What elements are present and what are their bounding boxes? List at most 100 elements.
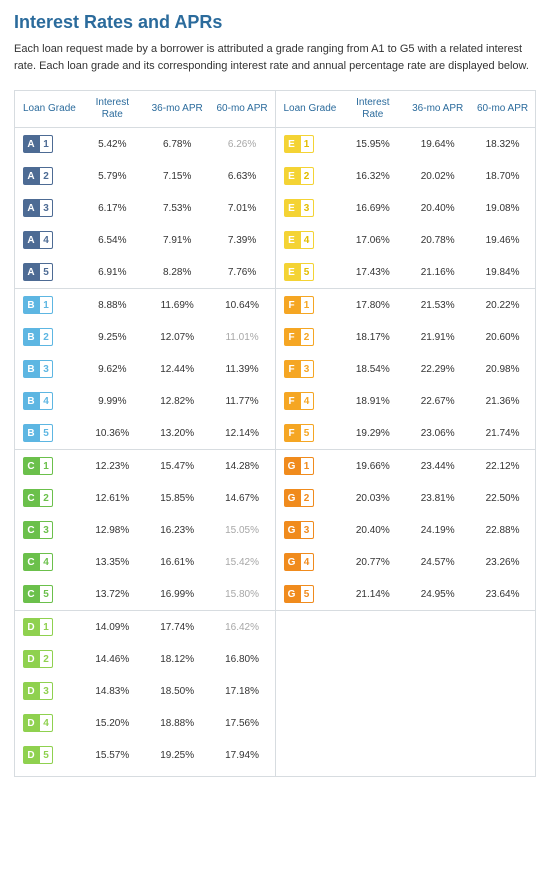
grade-badge: E4: [284, 231, 314, 249]
grade-letter: F: [284, 392, 300, 410]
apr60-cell: 20.60%: [470, 321, 535, 353]
apr36-cell: 18.88%: [145, 707, 210, 739]
grade-cell: A5: [15, 256, 80, 289]
apr36-cell: 16.61%: [145, 546, 210, 578]
grade-badge: G5: [284, 585, 314, 603]
grade-badge: C1: [23, 457, 53, 475]
grade-letter: E: [284, 199, 300, 217]
grade-group-empty: [276, 611, 536, 776]
grade-badge: G2: [284, 489, 314, 507]
grade-number: 2: [300, 489, 314, 507]
grade-cell: F3: [276, 353, 341, 385]
table-row: D214.46%18.12%16.80%: [15, 643, 275, 675]
left-column: Loan Grade Interest Rate 36-mo APR 60-mo…: [15, 91, 276, 776]
empty-cell: [470, 644, 535, 677]
grade-number: 5: [300, 263, 314, 281]
rate-cell: 14.46%: [80, 643, 145, 675]
rate-cell: 10.36%: [80, 417, 145, 450]
grade-group-B: B18.88%11.69%10.64%B29.25%12.07%11.01%B3…: [15, 289, 275, 450]
empty-cell: [405, 710, 470, 743]
grade-cell: G3: [276, 514, 341, 546]
grade-cell: E3: [276, 192, 341, 224]
apr60-cell: 15.42%: [210, 546, 275, 578]
table-row: C112.23%15.47%14.28%: [15, 450, 275, 483]
header-apr60: 60-mo APR: [470, 91, 535, 128]
rate-cell: 5.79%: [80, 160, 145, 192]
table-row: A56.91%8.28%7.76%: [15, 256, 275, 289]
grade-letter: C: [23, 457, 39, 475]
grade-letter: E: [284, 263, 300, 281]
grade-badge: A5: [23, 263, 53, 281]
grade-number: 2: [39, 167, 53, 185]
apr36-cell: 17.74%: [145, 611, 210, 644]
header-apr60: 60-mo APR: [210, 91, 275, 128]
rates-tables: Loan Grade Interest Rate 36-mo APR 60-mo…: [14, 90, 536, 777]
table-row: B49.99%12.82%11.77%: [15, 385, 275, 417]
apr60-cell: 12.14%: [210, 417, 275, 450]
apr60-cell: 19.46%: [470, 224, 535, 256]
grade-group-D: D114.09%17.74%16.42%D214.46%18.12%16.80%…: [15, 611, 275, 772]
grade-number: 4: [39, 553, 53, 571]
right-column: Loan Grade Interest Rate 36-mo APR 60-mo…: [276, 91, 536, 776]
table-row: C413.35%16.61%15.42%: [15, 546, 275, 578]
grade-number: 5: [300, 424, 314, 442]
grade-badge: F4: [284, 392, 314, 410]
header-apr36: 36-mo APR: [145, 91, 210, 128]
grade-number: 5: [39, 263, 53, 281]
rate-cell: 17.06%: [340, 224, 405, 256]
grade-cell: E1: [276, 128, 341, 161]
rate-cell: 20.77%: [340, 546, 405, 578]
apr60-cell: 20.22%: [470, 289, 535, 322]
grade-letter: G: [284, 489, 300, 507]
grade-group-F: F117.80%21.53%20.22%F218.17%21.91%20.60%…: [276, 289, 536, 450]
apr60-cell: 20.98%: [470, 353, 535, 385]
grade-badge: E1: [284, 135, 314, 153]
grade-letter: A: [23, 199, 39, 217]
grade-cell: C1: [15, 450, 80, 483]
grade-badge: B2: [23, 328, 53, 346]
grade-badge: G3: [284, 521, 314, 539]
grade-number: 1: [39, 296, 53, 314]
apr60-cell: 22.50%: [470, 482, 535, 514]
apr60-cell: 18.32%: [470, 128, 535, 161]
apr60-cell: 22.88%: [470, 514, 535, 546]
apr36-cell: 21.16%: [405, 256, 470, 289]
grade-number: 2: [39, 328, 53, 346]
grade-letter: C: [23, 489, 39, 507]
grade-cell: C2: [15, 482, 80, 514]
grade-group-E: E115.95%19.64%18.32%E216.32%20.02%18.70%…: [276, 128, 536, 289]
empty-cell: [340, 677, 405, 710]
apr36-cell: 12.07%: [145, 321, 210, 353]
grade-cell: A3: [15, 192, 80, 224]
grade-number: 3: [300, 199, 314, 217]
grade-number: 2: [39, 650, 53, 668]
table-row: G420.77%24.57%23.26%: [276, 546, 536, 578]
rate-cell: 16.69%: [340, 192, 405, 224]
grade-letter: E: [284, 167, 300, 185]
table-row: C513.72%16.99%15.80%: [15, 578, 275, 611]
grade-cell: F1: [276, 289, 341, 322]
table-row: G521.14%24.95%23.64%: [276, 578, 536, 611]
apr60-cell: 6.63%: [210, 160, 275, 192]
grade-letter: F: [284, 328, 300, 346]
table-row: E517.43%21.16%19.84%: [276, 256, 536, 289]
empty-cell: [276, 644, 341, 677]
grade-number: 3: [300, 360, 314, 378]
apr60-cell: 17.18%: [210, 675, 275, 707]
grade-letter: D: [23, 682, 39, 700]
table-row: F117.80%21.53%20.22%: [276, 289, 536, 322]
grade-badge: F2: [284, 328, 314, 346]
table-row: C212.61%15.85%14.67%: [15, 482, 275, 514]
apr60-cell: 14.28%: [210, 450, 275, 483]
grade-number: 1: [300, 457, 314, 475]
grade-number: 4: [39, 714, 53, 732]
rate-cell: 21.14%: [340, 578, 405, 611]
rate-cell: 19.66%: [340, 450, 405, 483]
grade-number: 3: [39, 682, 53, 700]
grade-cell: D2: [15, 643, 80, 675]
apr60-cell: 7.76%: [210, 256, 275, 289]
apr60-cell: 19.08%: [470, 192, 535, 224]
table-row: G119.66%23.44%22.12%: [276, 450, 536, 483]
apr36-cell: 12.44%: [145, 353, 210, 385]
grade-badge: B3: [23, 360, 53, 378]
